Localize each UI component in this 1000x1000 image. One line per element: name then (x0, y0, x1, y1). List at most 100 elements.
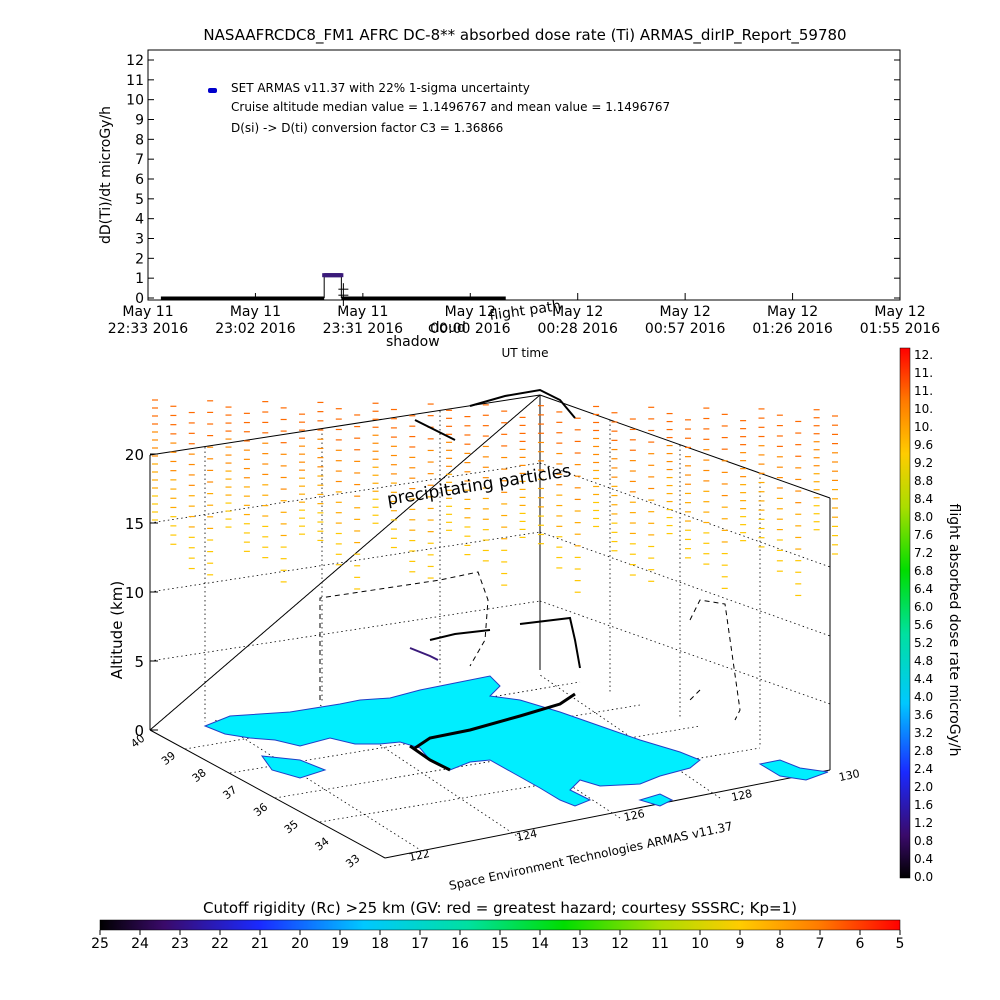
altitude-axis-label: Altitude (km) (108, 581, 126, 679)
x-tick-label-time: 23:02 2016 (215, 321, 296, 337)
latitude-tick-label: 35 (282, 818, 301, 837)
x-tick-label-date: May 12 (874, 304, 925, 320)
top-plot-frame (147, 49, 901, 301)
longitude-axis: 122 124 126 128 130 (408, 767, 861, 864)
flight-track-high (414, 388, 576, 441)
altitude-axis: 0 5 10 15 20 (125, 446, 158, 740)
dose-colorbar-tick-label: 11. (914, 366, 933, 380)
rigidity-colorbar-tick-label: 10 (691, 936, 709, 952)
dose-colorbar-tick-label: 9.6 (914, 438, 933, 452)
dose-colorbar-tick-label: 2.4 (914, 762, 933, 776)
rigidity-colorbar-tick-label: 6 (856, 936, 865, 952)
dose-colorbar-tick-label: 9.2 (914, 456, 933, 470)
y-tick-label: 4 (135, 212, 144, 228)
longitude-tick-label: 122 (408, 847, 431, 864)
shadow-label: shadow (386, 334, 440, 350)
altitude-tick-label: 0 (134, 722, 144, 740)
dose-colorbar-ticks: 12. 11. 11. 10. 10. 9.6 9.2 8.8 8.4 8.0 7.6 7.2 6.8 6… (914, 348, 933, 884)
flight-track-low (409, 692, 576, 772)
rigidity-colorbar (99, 919, 901, 931)
dose-colorbar-tick-label: 11. (914, 384, 933, 398)
dose-colorbar-tick-label: 3.2 (914, 726, 933, 740)
shadow-track-right (689, 599, 741, 721)
land-region-islet (638, 793, 674, 807)
dose-colorbar-tick-label: 8.4 (914, 492, 933, 506)
x-tick-label-time: 00:57 2016 (645, 321, 726, 337)
rigidity-colorbar-tick-label: 16 (451, 936, 469, 952)
altitude-tick-label: 10 (125, 584, 144, 602)
shadow-track-left (319, 571, 489, 700)
rigidity-colorbar-tick-label: 23 (171, 936, 189, 952)
dose-colorbar-tick-label: 2.8 (914, 744, 933, 758)
dose-colorbar-tick-label: 1.2 (914, 816, 933, 830)
rigidity-colorbar-tick-label: 9 (736, 936, 745, 952)
rigidity-colorbar-tick-label: 11 (651, 936, 669, 952)
x-tick-label-time: 22:33 2016 (108, 321, 189, 337)
rigidity-colorbar-tick-label: 12 (611, 936, 629, 952)
y-tick-label: 3 (135, 232, 144, 248)
dose-colorbar-tick-label: 4.8 (914, 654, 933, 668)
dose-colorbar-tick-label: 8.0 (914, 510, 933, 524)
y-tick-label: 7 (135, 152, 144, 168)
rigidity-colorbar-ticks: 25 24 23 22 21 20 19 18 17 16 15 14 13 12 11 10 9 8 7 6 5 (91, 930, 904, 952)
y-tick-label: 11 (126, 73, 144, 89)
altitude-tick-label: 20 (125, 446, 144, 464)
y-tick-label: 6 (135, 172, 144, 188)
latitude-tick-label: 34 (313, 835, 332, 854)
land-map (203, 675, 829, 807)
box-edge (149, 394, 541, 731)
x-tick-label-date: May 12 (445, 304, 496, 320)
particles-annotation: precipitating particles (386, 461, 573, 510)
rigidity-colorbar-tick-label: 8 (776, 936, 785, 952)
dose-rate-series (160, 273, 506, 306)
y-tick-label: 9 (135, 113, 144, 129)
box-edge (149, 394, 541, 456)
rigidity-colorbar-tick-label: 18 (371, 936, 389, 952)
dose-colorbar-tick-label: 12. (914, 348, 933, 362)
latitude-tick-label: 40 (128, 732, 147, 751)
top-y-axis-label: dD(Ti)/dt microGy/h (98, 106, 114, 244)
dose-colorbar-tick-label: 3.6 (914, 708, 933, 722)
box-edge (539, 394, 831, 499)
x-tick-label-date: May 11 (337, 304, 388, 320)
rigidity-colorbar-tick-label: 15 (491, 936, 509, 952)
legend-marker (208, 88, 217, 93)
x-tick-label-time: 01:55 2016 (860, 321, 941, 337)
dose-colorbar-tick-label: 10. (914, 420, 933, 434)
flight-track-mid (429, 616, 581, 669)
longitude-tick-label: 124 (515, 827, 538, 844)
altitude-tick-label: 15 (125, 515, 144, 533)
latitude-tick-label: 39 (159, 749, 178, 768)
dose-colorbar-tick-label: 6.8 (914, 564, 933, 578)
y-tick-label: 5 (135, 192, 144, 208)
dose-colorbar-tick-label: 7.2 (914, 546, 933, 560)
x-tick-label-date: May 11 (230, 304, 281, 320)
dose-colorbar-tick-label: 6.4 (914, 582, 933, 596)
latitude-axis: 40 39 38 37 36 35 34 33 (128, 732, 362, 871)
x-tick-label-date: May 12 (552, 304, 603, 320)
x-tick-label-time: 00:00 2016 (430, 321, 511, 337)
dose-colorbar-tick-label: 0.4 (914, 852, 933, 866)
y-tick-label: 12 (126, 53, 144, 69)
dose-colorbar-tick-label: 4.4 (914, 672, 933, 686)
longitude-tick-label: 128 (730, 787, 753, 804)
y-tick-label: 1 (135, 271, 144, 287)
longitude-tick-label: 126 (623, 807, 646, 824)
rigidity-colorbar-tick-label: 17 (411, 936, 429, 952)
land-region-korea (203, 675, 701, 807)
x-tick-label-date: May 12 (660, 304, 711, 320)
rigidity-colorbar-tick-label: 19 (331, 936, 349, 952)
dose-colorbar-tick-label: 5.6 (914, 618, 933, 632)
dose-colorbar-tick-label: 6.0 (914, 600, 933, 614)
latitude-tick-label: 37 (220, 783, 239, 802)
dose-colorbar-tick-label: 5.2 (914, 636, 933, 650)
rigidity-colorbar-tick-label: 14 (531, 936, 549, 952)
rigidity-colorbar-tick-label: 5 (896, 936, 905, 952)
y-tick-label: 2 (135, 251, 144, 267)
land-region-coast (260, 755, 327, 779)
dose-colorbar-tick-label: 10. (914, 402, 933, 416)
legend-note-conversion: D(si) -> D(ti) conversion factor C3 = 1.… (231, 121, 503, 135)
altitude-tick-label: 5 (134, 653, 144, 671)
x-tick-label-date: May 11 (122, 304, 173, 320)
